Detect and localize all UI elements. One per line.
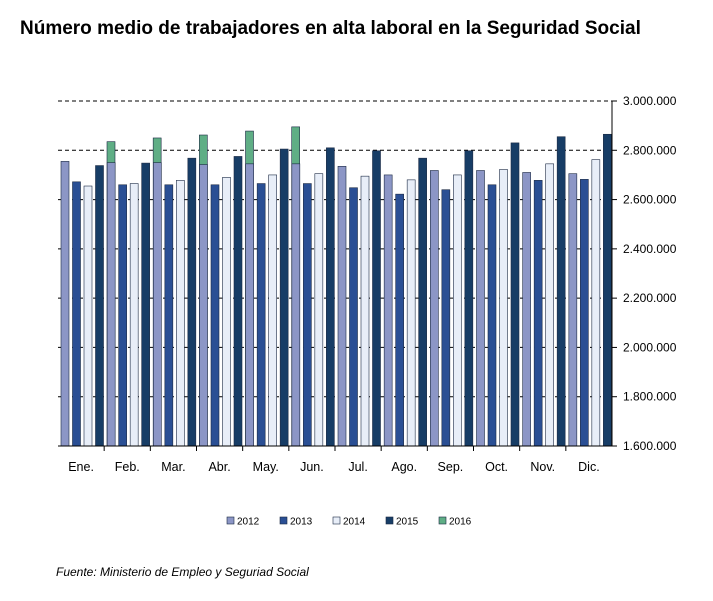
x-tick-label: Sep. [438, 460, 464, 474]
bar-2015-2 [187, 157, 197, 447]
x-tick-label: Jul. [348, 460, 367, 474]
gridlines [58, 100, 612, 398]
bar-2014-10 [545, 163, 554, 447]
x-tick-label: Ago. [391, 460, 417, 474]
bar-2013-1 [118, 184, 127, 447]
bar-2012-8 [430, 170, 439, 447]
x-tick-label: Nov. [530, 460, 555, 474]
bar-2014-0 [83, 185, 93, 447]
bar-2012-5 [291, 163, 301, 447]
y-tick-label: 2.600.000 [623, 193, 677, 207]
bar-2015-1 [141, 162, 150, 447]
bar-2012-11 [568, 173, 578, 447]
bar-2015-10 [556, 136, 566, 447]
x-tick-label: Feb. [115, 460, 140, 474]
bar-2012-6 [337, 166, 347, 447]
bar-2012-7 [383, 174, 393, 447]
legend-swatch-2016 [438, 516, 447, 525]
bar-2012-2 [153, 162, 162, 447]
bar-2013-11 [580, 179, 589, 447]
y-axis-ticks: 1.600.000 1.800.000 2.000.000 2.200.000 2.40… [612, 94, 677, 453]
legend-label: 2013 [290, 517, 313, 528]
bar-2012-10 [522, 172, 531, 447]
bar-2013-6 [349, 187, 358, 447]
y-tick-label: 2.800.000 [623, 143, 677, 157]
bar-2015-9 [510, 142, 520, 447]
bar-2015-7 [418, 157, 427, 447]
y-tick-label: 2.200.000 [623, 291, 677, 305]
bar-2012-3 [199, 164, 208, 447]
y-tick-label: 3.000.000 [623, 94, 677, 108]
legend-swatch-2012 [226, 516, 235, 525]
legend-swatch-2015 [385, 516, 394, 525]
x-tick-label: Mar. [161, 460, 185, 474]
legend-swatch-2014 [332, 516, 341, 525]
bar-2013-8 [441, 189, 451, 447]
bar-2013-9 [487, 184, 497, 447]
bar-2014-7 [406, 179, 416, 447]
bar-2013-7 [395, 193, 404, 447]
bar-2013-3 [210, 184, 220, 447]
bar-2012-0 [60, 161, 70, 447]
x-tick-label: Ene. [68, 460, 94, 474]
chart-title: Número medio de trabajadores en alta lab… [20, 18, 641, 39]
bar-2013-10 [533, 180, 543, 447]
bar-2014-6 [360, 175, 370, 447]
bar-2014-9 [499, 169, 508, 447]
x-tick-label: Dic. [578, 460, 600, 474]
bar-2013-4 [256, 183, 266, 447]
bar-2015-0 [95, 165, 104, 447]
bar-2015-4 [279, 148, 289, 447]
legend-swatch-2013 [279, 516, 288, 525]
y-tick-label: 1.600.000 [623, 439, 677, 453]
legend-label: 2012 [237, 517, 260, 528]
bar-2015-5 [326, 147, 335, 447]
x-tick-label: Abr. [208, 460, 230, 474]
bar-2013-2 [164, 184, 174, 447]
x-tick-label: Jun. [300, 460, 324, 474]
bar-2014-8 [453, 174, 462, 447]
bar-2014-3 [222, 177, 231, 447]
bar-2015-11 [603, 133, 612, 447]
bar-2014-11 [591, 159, 601, 447]
x-axis-ticks: Ene. Feb. Mar. Abr. May. Jun. Jul. Ago. Sep. Oct.… [68, 446, 600, 474]
y-tick-label: 1.800.000 [623, 390, 677, 404]
bar-2012-1 [106, 162, 116, 447]
y-tick-label: 2.000.000 [623, 340, 677, 354]
bar-2014-2 [176, 180, 185, 447]
bar-2013-0 [72, 181, 81, 447]
y-tick-label: 2.400.000 [623, 242, 677, 256]
bars [60, 126, 612, 447]
legend: 2012 2013 2014 2015 2016 [226, 516, 472, 528]
bar-2014-1 [129, 183, 139, 447]
bar-2012-9 [476, 170, 485, 447]
x-tick-label: May. [253, 460, 279, 474]
bar-2013-5 [303, 183, 312, 447]
legend-label: 2015 [396, 517, 419, 528]
legend-label: 2014 [343, 517, 366, 528]
legend-label: 2016 [449, 517, 472, 528]
source-note: Fuente: Ministerio de Empleo y Seguriad … [56, 565, 309, 579]
bar-2014-4 [268, 174, 277, 447]
x-tick-label: Oct. [485, 460, 508, 474]
bar-2012-4 [245, 163, 254, 447]
bar-2014-5 [314, 173, 324, 447]
bar-2015-8 [464, 150, 474, 447]
bar-2015-6 [372, 150, 381, 447]
bar-2015-3 [233, 156, 243, 447]
